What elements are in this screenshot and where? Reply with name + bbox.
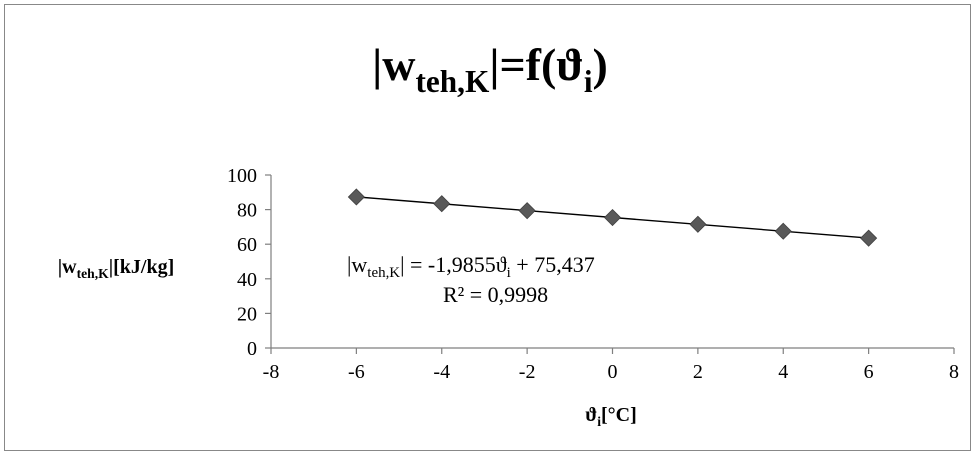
x-tick-label: -2 bbox=[519, 361, 536, 383]
data-points bbox=[347, 188, 878, 247]
data-point bbox=[774, 222, 792, 240]
y-ticks: 0 20 40 60 80 100 bbox=[227, 165, 271, 360]
chart-area bbox=[4, 4, 971, 451]
data-point bbox=[518, 202, 536, 220]
x-axis-title: ϑi[°C] bbox=[585, 404, 637, 429]
data-point bbox=[603, 208, 622, 227]
y-tick-label: 60 bbox=[237, 234, 257, 256]
y-tick-label: 80 bbox=[237, 200, 257, 222]
y-tick-label: 20 bbox=[237, 303, 257, 325]
chart-title: |wteh,K|=f(ϑi) bbox=[372, 39, 608, 99]
x-tick-label: 2 bbox=[693, 361, 703, 383]
x-tick-label: -8 bbox=[263, 361, 280, 383]
x-tick-label: 8 bbox=[949, 361, 959, 383]
y-axis-title: |wteh,K|[kJ/kg] bbox=[58, 256, 174, 281]
x-tick-label: 4 bbox=[778, 361, 788, 383]
trendline-equation: |wteh,K| = -1,9855ϑi + 75,437 bbox=[347, 252, 595, 281]
x-ticks: -8 -6 -4 -2 0 2 4 6 8 bbox=[263, 348, 959, 383]
x-tick-label: -4 bbox=[433, 361, 450, 383]
data-point bbox=[347, 188, 365, 206]
x-tick-label: 6 bbox=[864, 361, 874, 383]
x-tick-label: 0 bbox=[608, 361, 618, 383]
y-tick-label: 40 bbox=[237, 269, 257, 291]
x-tick-label: -6 bbox=[348, 361, 365, 383]
y-tick-label: 100 bbox=[227, 165, 257, 187]
data-point bbox=[433, 195, 451, 213]
y-tick-label: 0 bbox=[247, 338, 257, 360]
r-squared-label: R² = 0,9998 bbox=[443, 282, 548, 307]
data-point bbox=[689, 215, 707, 233]
data-point bbox=[860, 229, 878, 247]
